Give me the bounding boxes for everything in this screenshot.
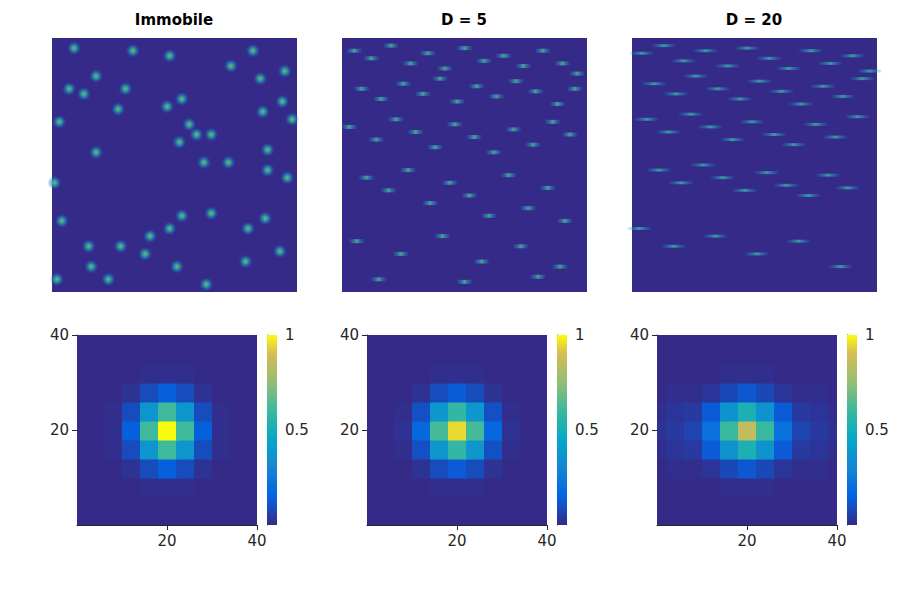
svg-text:1: 1 (575, 326, 585, 344)
svg-text:Immobile: Immobile (135, 11, 213, 29)
svg-text:D = 20: D = 20 (726, 11, 782, 29)
svg-text:20: 20 (447, 532, 466, 550)
svg-text:0.5: 0.5 (575, 421, 599, 439)
svg-text:0.5: 0.5 (285, 421, 309, 439)
svg-text:40: 40 (340, 326, 359, 344)
svg-text:1: 1 (285, 326, 295, 344)
svg-text:40: 40 (537, 532, 556, 550)
svg-text:40: 40 (50, 326, 69, 344)
svg-text:40: 40 (247, 532, 266, 550)
svg-text:0.5: 0.5 (865, 421, 889, 439)
svg-text:20: 20 (50, 421, 69, 439)
svg-text:40: 40 (827, 532, 846, 550)
svg-text:40: 40 (630, 326, 649, 344)
svg-text:D = 5: D = 5 (441, 11, 487, 29)
svg-text:20: 20 (630, 421, 649, 439)
svg-text:20: 20 (737, 532, 756, 550)
svg-text:20: 20 (157, 532, 176, 550)
svg-text:20: 20 (340, 421, 359, 439)
svg-text:1: 1 (865, 326, 875, 344)
